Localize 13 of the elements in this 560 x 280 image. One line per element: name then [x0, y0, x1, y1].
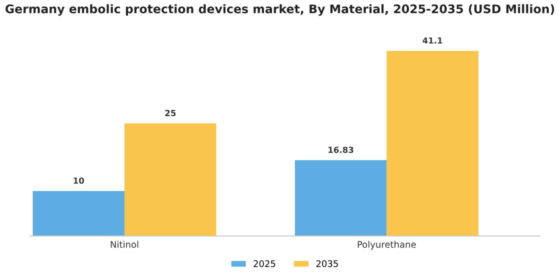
bar	[294, 160, 387, 236]
bar	[124, 123, 216, 236]
data-label: 16.83	[328, 146, 354, 153]
bar	[386, 50, 478, 236]
chart-title: Germany embolic protection devices market, By Material, 2025-2035 (USD Million)	[5, 4, 554, 16]
legend-label: 2025	[254, 260, 276, 268]
data-label: 10	[74, 177, 84, 184]
data-label: 41.1	[422, 37, 442, 44]
legend-label: 2035	[316, 260, 338, 268]
x-tick-label: Polyurethane	[358, 240, 416, 250]
data-label: 25	[165, 110, 176, 116]
bar	[32, 190, 125, 236]
x-tick-label: Nitinol	[110, 240, 138, 248]
